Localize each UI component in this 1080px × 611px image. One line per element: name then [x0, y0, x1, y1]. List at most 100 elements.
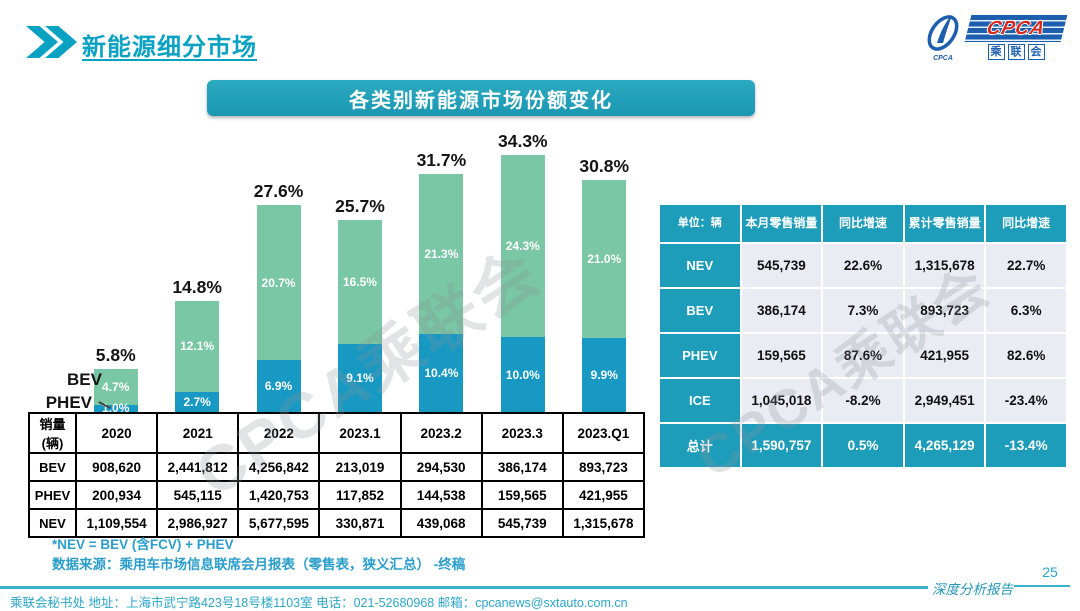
bev-segment-label: 21.3% — [424, 247, 459, 262]
logo-flag: CPCA — [964, 14, 1068, 42]
bev-segment-label: 20.7% — [261, 275, 296, 290]
sales-value-cell: 144,538 — [399, 480, 483, 510]
bar-segment-phev: 1.0% — [93, 401, 138, 415]
sales-value-cell: 1,315,678 — [561, 508, 646, 538]
bar-total-label: 27.6% — [253, 181, 304, 201]
summary-value-cell: 0.5% — [823, 424, 903, 467]
bar-segment-bev: 20.7% — [256, 205, 301, 361]
logo-char: 乘 — [987, 43, 1005, 60]
summary-value-cell: -13.4% — [986, 424, 1066, 467]
bar-segment-phev: 6.9% — [256, 360, 301, 412]
bar-column-2023.1: 25.7% 16.5% 9.1% — [319, 196, 400, 412]
summary-value-cell: 87.6% — [823, 334, 903, 377]
footer-contact: 乘联会秘书处 地址：上海市武宁路423号18号楼1103室 电话：021-526… — [10, 596, 628, 610]
bar-total-label: 5.8% — [95, 345, 136, 366]
cpca-logo: CPCA CPCA 乘联会 — [922, 12, 1068, 62]
summary-value-cell: 159,565 — [741, 334, 822, 377]
sales-value-cell: 213,019 — [318, 452, 402, 482]
summary-value-cell: 893,723 — [904, 289, 985, 332]
sales-row-label: PHEV — [28, 480, 77, 510]
footnotes: *NEV = BEV (含FCV) + PHEV 数据来源：乘用车市场信息联席会… — [52, 535, 465, 574]
sales-year-header: 2022 — [237, 412, 321, 454]
bar-stack: 16.5% 9.1% — [337, 220, 382, 412]
sales-value-cell: 4,256,842 — [237, 452, 321, 482]
bar-column-2023.2: 31.7% 21.3% 10.4% — [401, 150, 482, 412]
bar-stack: 12.1% 2.7% — [175, 301, 220, 412]
bar-segment-phev: 9.1% — [337, 343, 382, 412]
summary-header-cell: 本月零售销量 — [741, 205, 822, 242]
bev-segment-label: 16.5% — [342, 274, 377, 289]
report-type-label: 深度分析报告 — [932, 582, 1013, 598]
emblem-caption: CPCA — [933, 55, 953, 62]
sales-year-header: 2023.1 — [318, 412, 402, 454]
bev-segment-label: 24.3% — [505, 238, 540, 253]
summary-row-label-BEV: BEV — [660, 289, 740, 332]
bar-segment-bev: 21.0% — [582, 180, 627, 338]
bar-segment-bev: 21.3% — [419, 174, 464, 334]
phev-segment-label: 1.0% — [102, 401, 130, 416]
bar-group: 5.8% 4.7% 1.0% 14.8% 12.1% 2.7% 27.6% 20.7% 6.9%… — [75, 130, 645, 415]
summary-row-label-PHEV: PHEV — [660, 334, 740, 377]
sales-value-cell: 1,109,554 — [74, 508, 159, 538]
sales-row-label: BEV — [28, 452, 77, 482]
footnote-nev-definition: *NEV = BEV (含FCV) + PHEV — [52, 537, 234, 552]
summary-value-cell: 1,045,018 — [741, 379, 822, 422]
sales-row-NEV: NEV 1,109,554 2,986,927 5,677,595 330,871 439… — [28, 508, 646, 538]
bar-column-2020: 5.8% 4.7% 1.0% — [75, 345, 156, 415]
bev-segment-label: 4.7% — [102, 379, 130, 394]
sales-value-cell: 893,723 — [561, 452, 646, 482]
bar-stack: 21.3% 10.4% — [419, 174, 464, 412]
bar-stack: 21.0% 9.9% — [582, 180, 627, 412]
sales-value-cell: 200,934 — [74, 480, 159, 510]
sales-value-cell: 1,420,753 — [237, 480, 321, 510]
bar-segment-bev: 24.3% — [500, 154, 545, 337]
summary-row-label-总计: 总计 — [660, 424, 740, 467]
sales-year-header: 2023.Q1 — [561, 412, 646, 454]
summary-value-cell: 421,955 — [904, 334, 985, 377]
sales-year-header: 2023.2 — [399, 412, 483, 454]
bar-total-label: 25.7% — [335, 196, 385, 216]
summary-table: 单位：辆 本月零售销量 同比增速 累计零售销量 同比增速 NEV 545,739 22.6% 1… — [660, 205, 1066, 467]
sales-value-cell: 545,115 — [156, 480, 240, 510]
phev-segment-label: 6.9% — [264, 379, 293, 394]
summary-value-cell: 82.6% — [986, 334, 1066, 377]
summary-value-cell: 22.6% — [823, 244, 903, 287]
summary-value-cell: 2,949,451 — [904, 379, 985, 422]
summary-value-cell: 545,739 — [741, 244, 822, 287]
bar-segment-phev: 10.4% — [419, 334, 464, 412]
summary-value-cell: 22.7% — [986, 244, 1066, 287]
bar-stack: 4.7% 1.0% — [93, 369, 138, 415]
bar-segment-bev: 4.7% — [93, 369, 138, 405]
sales-value-cell: 2,986,927 — [156, 508, 240, 538]
phev-segment-label: 2.7% — [183, 394, 211, 409]
phev-segment-label: 10.4% — [424, 366, 459, 380]
summary-header-cell: 累计零售销量 — [904, 205, 985, 242]
bar-total-label: 34.3% — [498, 130, 548, 151]
bar-segment-phev: 10.0% — [500, 337, 545, 412]
sales-value-cell: 117,852 — [318, 480, 402, 510]
sales-value-cell: 5,677,595 — [237, 508, 321, 538]
footnote-data-source: 数据来源：乘用车市场信息联席会月报表（零售表，狭义汇总） -终稿 — [52, 556, 466, 572]
bar-total-label: 30.8% — [579, 156, 630, 177]
footer-divider-short — [1014, 585, 1070, 587]
sales-value-cell: 294,530 — [399, 452, 483, 482]
cpca-emblem-icon: CPCA — [922, 12, 964, 62]
bar-total-label: 31.7% — [416, 150, 467, 171]
sales-value-cell: 386,174 — [480, 452, 564, 482]
sales-header-row: 销量(辆) 2020 2021 2022 2023.1 2023.2 2023.3 2023.… — [28, 412, 646, 454]
bar-segment-phev: 2.7% — [175, 391, 220, 412]
footer-divider — [0, 586, 928, 589]
sales-value-cell: 2,441,812 — [156, 452, 240, 482]
bar-segment-phev: 9.9% — [582, 337, 627, 412]
sales-row-BEV: BEV 908,620 2,441,812 4,256,842 213,019 294,5… — [28, 452, 646, 482]
legend-phev-label: PHEV — [45, 393, 92, 412]
sales-year-header: 2021 — [156, 412, 240, 454]
sales-value-cell: 439,068 — [399, 508, 483, 538]
logo-acronym: CPCA — [984, 17, 1048, 38]
sales-value-cell: 159,565 — [480, 480, 564, 510]
bev-segment-label: 21.0% — [587, 252, 622, 266]
bar-segment-bev: 16.5% — [337, 220, 382, 344]
sales-corner-cell: 销量(辆) — [28, 412, 77, 454]
sales-year-header: 2020 — [74, 412, 159, 454]
bar-column-2021: 14.8% 12.1% 2.7% — [156, 277, 237, 412]
